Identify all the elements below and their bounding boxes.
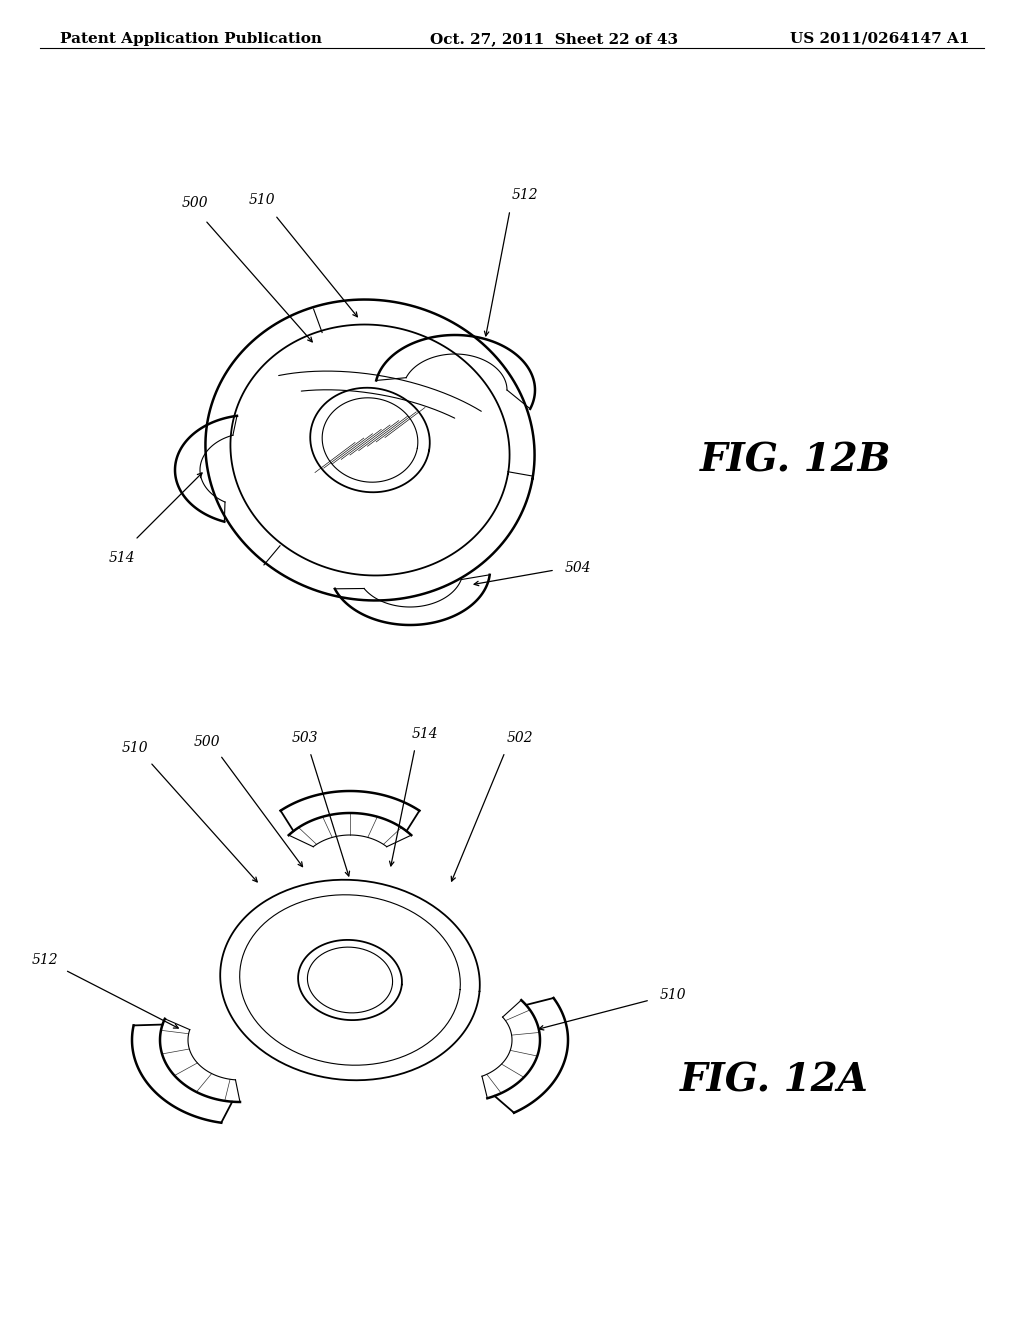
Text: 500: 500 <box>194 735 220 748</box>
Text: 510: 510 <box>659 987 686 1002</box>
Text: 512: 512 <box>32 953 58 968</box>
Text: Oct. 27, 2011  Sheet 22 of 43: Oct. 27, 2011 Sheet 22 of 43 <box>430 32 678 46</box>
Text: 504: 504 <box>564 561 591 576</box>
Text: Patent Application Publication: Patent Application Publication <box>60 32 322 46</box>
Text: FIG. 12A: FIG. 12A <box>680 1061 868 1100</box>
Text: 503: 503 <box>292 731 318 744</box>
Text: FIG. 12B: FIG. 12B <box>700 441 892 479</box>
Text: 514: 514 <box>109 550 135 565</box>
Text: US 2011/0264147 A1: US 2011/0264147 A1 <box>791 32 970 46</box>
Text: 514: 514 <box>412 727 438 741</box>
Text: 510: 510 <box>249 193 275 207</box>
Text: 500: 500 <box>181 195 208 210</box>
Text: 510: 510 <box>122 741 148 755</box>
Text: 512: 512 <box>512 187 539 202</box>
Text: 502: 502 <box>507 731 534 744</box>
